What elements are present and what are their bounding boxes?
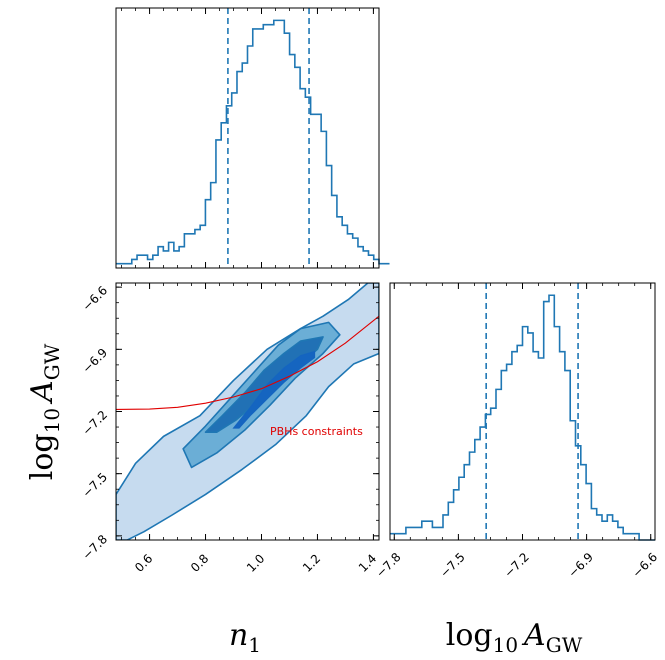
y-axis-label: log10AGW bbox=[25, 343, 64, 480]
svg-text:log10AGW: log10AGW bbox=[446, 618, 583, 657]
logA-tick-label: −7.8 bbox=[80, 532, 111, 563]
contour-core bbox=[232, 350, 316, 429]
logA-x-tick-label: −7.8 bbox=[373, 550, 404, 581]
pbh-constraint-label: PBHs constraints bbox=[270, 425, 363, 438]
n1-histogram-panel bbox=[115, 7, 390, 269]
logA-x-tick-label: −6.6 bbox=[630, 550, 661, 581]
n1-tick-label: 0.6 bbox=[132, 551, 155, 574]
logA-tick-label: −7.5 bbox=[80, 470, 111, 501]
x-axis-label-n1: n1 bbox=[229, 618, 261, 657]
logA-histogram-frame bbox=[389, 282, 656, 541]
logA-tick-label: −6.9 bbox=[80, 346, 111, 377]
logA-x-tick-label: −6.9 bbox=[566, 550, 597, 581]
logA-tick-label: −6.6 bbox=[80, 283, 111, 314]
logA-histogram-step bbox=[390, 294, 655, 541]
n1-histogram-step bbox=[116, 19, 390, 265]
logA-tick-label: −7.2 bbox=[80, 408, 111, 439]
logA-histogram-panel: −7.8 −7.5 −7.2 −6.9 −6.6 bbox=[373, 282, 661, 581]
n1-tick-label: 1.0 bbox=[244, 551, 267, 574]
x-axis-label-logA: log10 AGW bbox=[446, 618, 583, 657]
pbh-constraint-curve bbox=[116, 315, 379, 410]
logA-x-tick-label: −7.5 bbox=[437, 550, 468, 581]
n1-tick-label: 0.8 bbox=[188, 551, 211, 574]
svg-text:log10AGW: log10AGW bbox=[25, 343, 64, 480]
joint-plot-area bbox=[116, 283, 379, 540]
n1-tick-label: 1.2 bbox=[300, 551, 323, 574]
logA-x-tick-label: −7.2 bbox=[501, 550, 532, 581]
svg-text:n1: n1 bbox=[229, 618, 261, 657]
